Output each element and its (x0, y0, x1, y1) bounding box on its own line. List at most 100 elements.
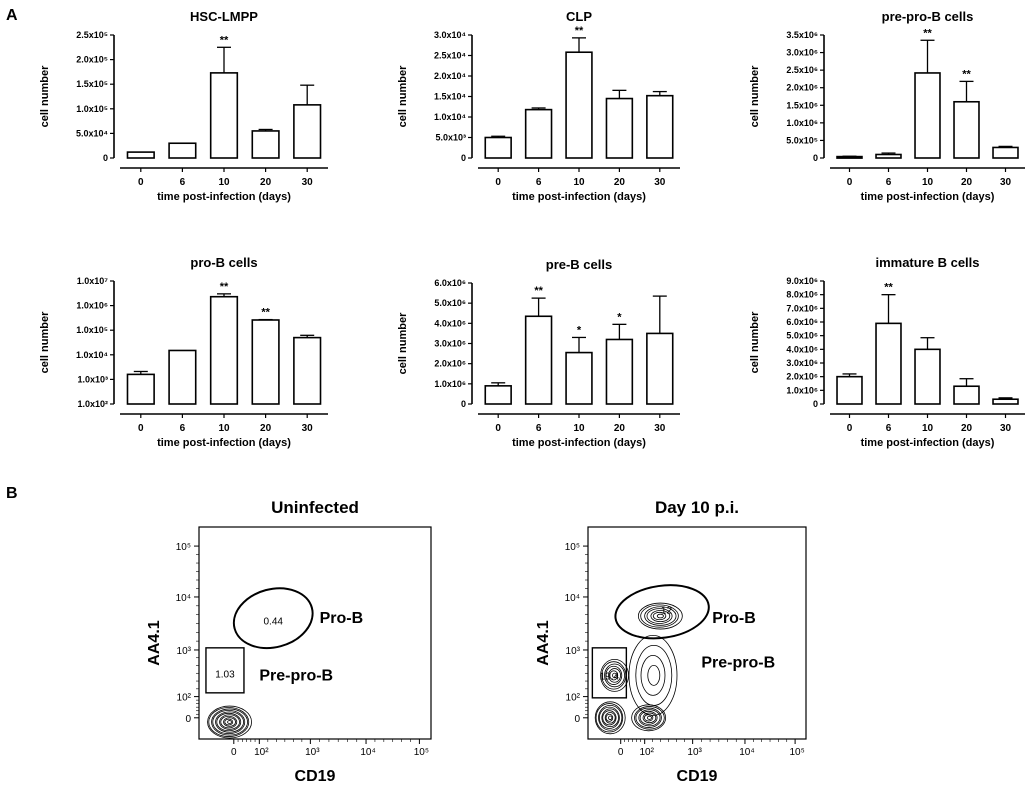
x-tick-label: 30 (654, 177, 666, 188)
bar (565, 351, 593, 405)
significance-marker: ** (923, 27, 932, 39)
contour-population (635, 707, 662, 728)
y-tick-label: 10² (566, 693, 581, 704)
bar (836, 375, 863, 405)
significance-marker: ** (534, 285, 543, 297)
contour-population (211, 708, 248, 736)
gate-pre-pro-b (591, 647, 628, 699)
bar (168, 142, 197, 159)
bar (605, 97, 634, 159)
x-tick-label: 30 (1000, 177, 1012, 188)
bar (209, 295, 239, 405)
x-tick-label: 10⁴ (360, 747, 375, 758)
bar-chart-4: pro-B cells 1.0x10² 1.0x10³ 1.0x10⁴ 1.0x10⁵ 1… (39, 255, 328, 449)
gate-pre-pro-b-label: Pre-pro-B (701, 655, 775, 672)
gate-pro-b-percent: 0.44 (264, 616, 284, 627)
x-tick-label: 0 (138, 423, 144, 434)
y-tick-label: 1.0x10² (77, 399, 108, 409)
contour-population (599, 706, 620, 729)
chart-title: pro-B cells (190, 255, 257, 270)
y-tick-label: 0 (461, 153, 466, 163)
x-tick-label: 0 (847, 423, 853, 434)
y-tick-label: 6.0x10⁶ (786, 317, 818, 327)
contour-population (594, 701, 626, 735)
contour-population (644, 606, 677, 626)
y-axis-label: cell number (39, 65, 51, 127)
x-axis-label: time post-infection (days) (512, 437, 646, 449)
x-tick-label: 10 (218, 423, 230, 434)
x-tick-label: 10⁴ (739, 747, 754, 758)
bar (953, 100, 980, 159)
contour-population (642, 712, 657, 724)
contour-population (652, 611, 667, 621)
bar (126, 151, 155, 159)
y-tick-label: 1.0x10⁶ (434, 379, 466, 389)
contour-population (609, 670, 619, 681)
y-tick-label: 2.0x10⁶ (786, 83, 818, 93)
x-tick-label: 30 (654, 423, 666, 434)
y-tick-label: 0 (574, 714, 580, 725)
bar (126, 373, 155, 405)
flow-plot-1: Uninfected 0 10² 10³ 10⁴ 10⁵ 0 10² 10³ 10⁴ 10⁵ CD19… (146, 498, 432, 785)
bar (646, 332, 674, 405)
bar (293, 104, 322, 159)
y-tick-label: 8.0x10⁶ (786, 290, 818, 300)
contour-population (612, 672, 617, 679)
bar (251, 319, 280, 405)
x-tick-label: 10⁵ (414, 747, 429, 758)
bar-chart-5: pre-B cells 0 1.0x10⁶ 2.0x10⁶ 3.0x10⁶ 4.0x10⁶… (397, 257, 680, 449)
contour-population (634, 706, 665, 730)
y-axis-label: cell number (397, 65, 409, 127)
x-tick-label: 6 (886, 177, 892, 188)
significance-marker: ** (220, 281, 229, 293)
x-axis-label: time post-infection (days) (861, 191, 995, 203)
contour-population (650, 610, 671, 623)
x-tick-label: 30 (302, 423, 314, 434)
contour-population (602, 710, 617, 726)
x-tick-label: 10 (922, 177, 934, 188)
y-tick-label: 10³ (177, 646, 192, 657)
contour-population (635, 645, 673, 706)
y-tick-label: 1.0x10⁴ (76, 350, 108, 360)
x-tick-label: 30 (302, 177, 314, 188)
bar (605, 338, 634, 405)
chart-title: pre-pro-B cells (882, 9, 974, 24)
bar (168, 349, 197, 405)
contour-population (224, 718, 234, 726)
x-axis-label: CD19 (295, 768, 336, 785)
x-tick-label: 20 (260, 423, 272, 434)
y-tick-label: 1.0x10⁴ (434, 112, 466, 122)
x-tick-label: 10 (573, 423, 585, 434)
contour-population (207, 705, 252, 739)
significance-marker: ** (575, 25, 584, 37)
contour-population (208, 707, 250, 737)
y-tick-label: 7.0x10⁶ (786, 303, 818, 313)
x-tick-label: 10⁵ (789, 747, 804, 758)
y-tick-label: 4.0x10⁶ (434, 318, 466, 328)
y-tick-label: 1.0x10⁶ (786, 385, 818, 395)
x-tick-label: 10 (573, 177, 585, 188)
contour-population (640, 604, 679, 628)
contour-population (640, 655, 666, 696)
y-tick-label: 3.0x10⁶ (786, 358, 818, 368)
x-tick-label: 20 (614, 423, 626, 434)
x-tick-label: 6 (886, 423, 892, 434)
significance-marker: ** (261, 307, 270, 319)
y-tick-label: 0 (813, 399, 818, 409)
contour-population (601, 708, 619, 728)
x-tick-label: 10² (254, 747, 269, 758)
significance-marker: ** (220, 34, 229, 46)
y-tick-label: 0 (185, 714, 191, 725)
y-tick-label: 1.5x10⁶ (786, 100, 818, 110)
bar-chart-2: CLP 0 5.0x10³ 1.0x10⁴ 1.5x10⁴ 2.0x10⁴ 2.5x10⁴ 3… (397, 9, 680, 203)
y-tick-label: 10⁴ (176, 593, 191, 604)
contour-population (647, 665, 661, 686)
y-tick-label: 1.5x10⁴ (434, 92, 466, 102)
y-tick-label: 10² (177, 693, 192, 704)
y-tick-label: 1.0x10⁷ (77, 276, 109, 286)
bar (992, 146, 1019, 159)
y-tick-label: 5.0x10³ (435, 133, 466, 143)
y-tick-label: 3.0x10⁴ (434, 30, 466, 40)
contour-population (220, 715, 238, 729)
